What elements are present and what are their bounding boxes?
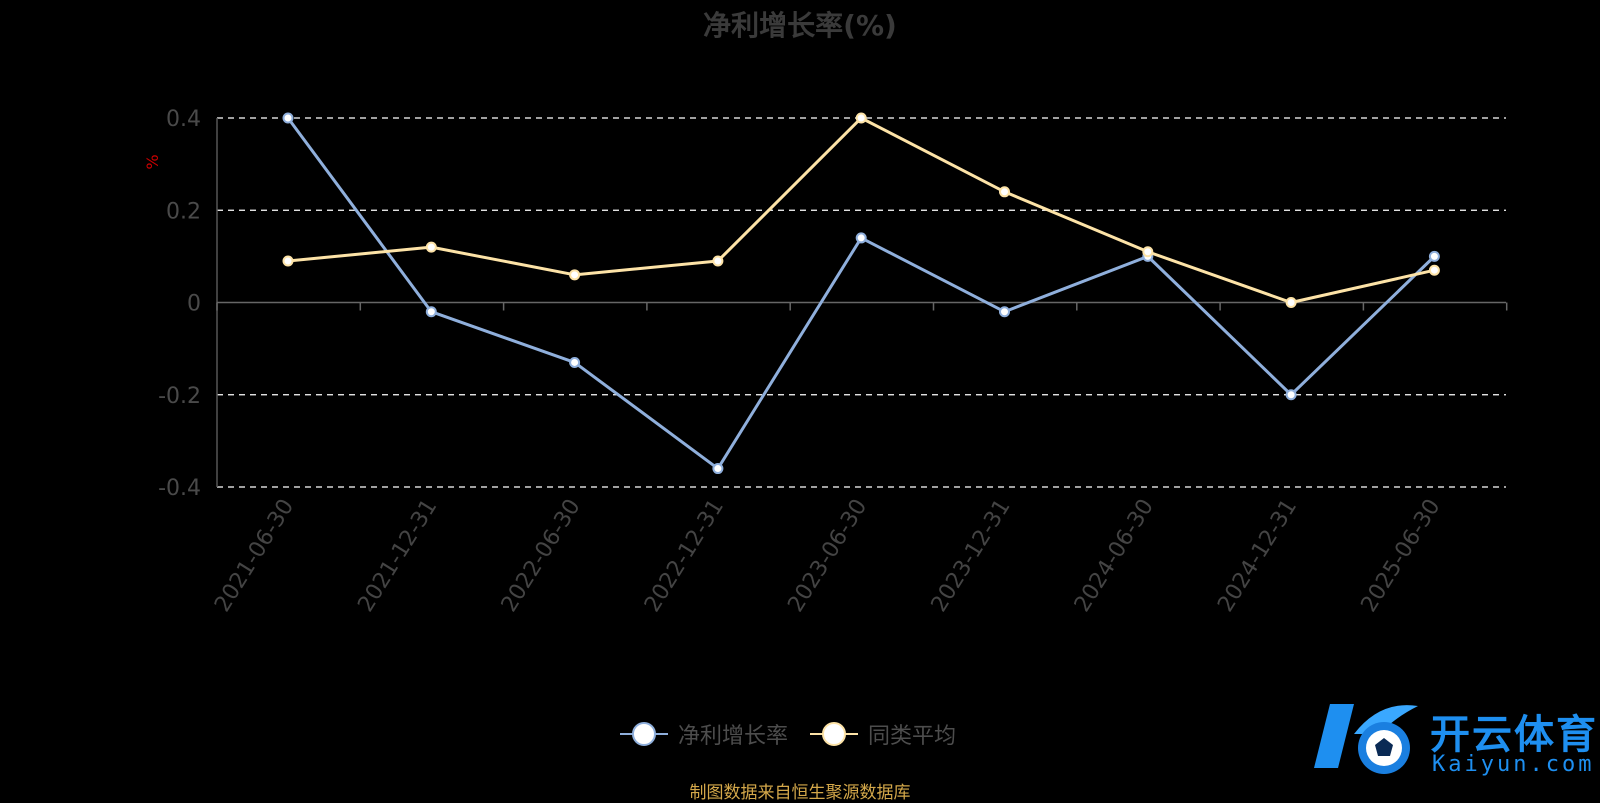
x-tick-label: 2025-06-30 <box>1357 495 1446 617</box>
data-point[interactable] <box>999 306 1010 318</box>
kaiyun-watermark-logo: 开云体育 Kaiyun.com <box>1310 698 1600 782</box>
kaiyun-logo-icon <box>1314 704 1418 774</box>
legend: 净利增长率 同类平均 <box>620 718 956 750</box>
x-tick-label: 2021-06-30 <box>210 495 299 617</box>
y-tick-label: 0 <box>187 292 201 317</box>
data-point[interactable] <box>1285 297 1297 308</box>
data-point[interactable] <box>282 112 294 124</box>
watermark-text-en: Kaiyun.com <box>1432 752 1595 777</box>
data-point[interactable] <box>569 356 581 368</box>
x-tick-label: 2023-12-31 <box>927 495 1016 617</box>
y-tick-label: 0.4 <box>166 107 201 132</box>
legend-label-net-profit-growth: 净利增长率 <box>678 724 789 749</box>
y-tick-label: -0.4 <box>158 476 201 501</box>
data-point[interactable] <box>999 186 1010 198</box>
legend-item-peer-average[interactable]: 同类平均 <box>810 718 956 750</box>
source-note: 制图数据来自恒生聚源数据库 <box>689 783 911 803</box>
data-point[interactable] <box>855 232 867 244</box>
x-tick-label: 2022-12-31 <box>640 495 729 617</box>
data-point[interactable] <box>425 306 437 318</box>
data-point[interactable] <box>712 255 724 267</box>
data-point[interactable] <box>1428 264 1440 276</box>
chart-title: 净利增长率(%) <box>703 9 897 42</box>
data-point[interactable] <box>425 241 437 253</box>
x-tick-label: 2024-06-30 <box>1070 495 1159 617</box>
data-point[interactable] <box>1142 246 1154 258</box>
data-point[interactable] <box>569 269 581 281</box>
data-point[interactable] <box>1428 250 1440 262</box>
data-point[interactable] <box>1285 389 1297 401</box>
data-point[interactable] <box>712 463 724 475</box>
y-tick-label: -0.2 <box>158 384 201 409</box>
y-tick-label: 0.2 <box>166 199 201 224</box>
data-point[interactable] <box>855 112 867 124</box>
legend-marker-net-profit-growth <box>620 722 668 746</box>
data-point[interactable] <box>282 255 294 267</box>
x-tick-label: 2021-12-31 <box>353 495 442 617</box>
legend-marker-peer-average <box>810 722 859 746</box>
x-tick-label: 2022-06-30 <box>497 495 586 617</box>
legend-label-peer-average: 同类平均 <box>868 724 957 749</box>
x-tick-label: 2024-12-31 <box>1213 495 1302 617</box>
y-axis-label: % <box>143 154 162 169</box>
x-tick-label: 2023-06-30 <box>783 495 872 617</box>
watermark-text-cn: 开云体育 <box>1430 712 1598 758</box>
legend-item-net-profit-growth[interactable]: 净利增长率 <box>620 718 788 750</box>
